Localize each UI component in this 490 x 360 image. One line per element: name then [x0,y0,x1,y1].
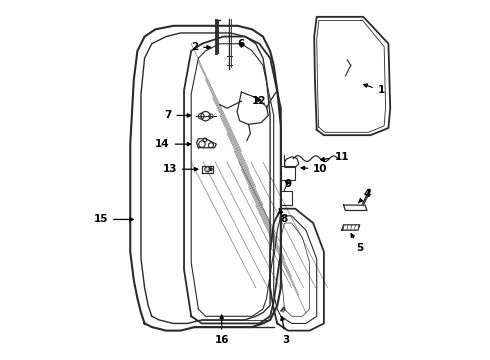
Text: 7: 7 [164,111,191,121]
Text: 13: 13 [162,164,198,174]
Text: 10: 10 [301,164,328,174]
Text: 8: 8 [279,209,288,224]
Text: 9: 9 [285,179,292,189]
Text: 2: 2 [191,42,210,52]
Text: 11: 11 [321,152,349,162]
Text: 1: 1 [364,84,385,95]
Polygon shape [343,205,367,211]
Polygon shape [342,225,360,230]
Circle shape [209,168,212,171]
Text: 5: 5 [351,234,364,253]
Text: 4: 4 [359,189,370,203]
Text: 12: 12 [252,96,267,106]
Text: 3: 3 [281,317,290,345]
Text: 14: 14 [155,139,191,149]
Text: 15: 15 [94,215,133,224]
Text: 16: 16 [215,315,229,345]
Polygon shape [363,189,370,205]
Text: 6: 6 [238,39,245,49]
